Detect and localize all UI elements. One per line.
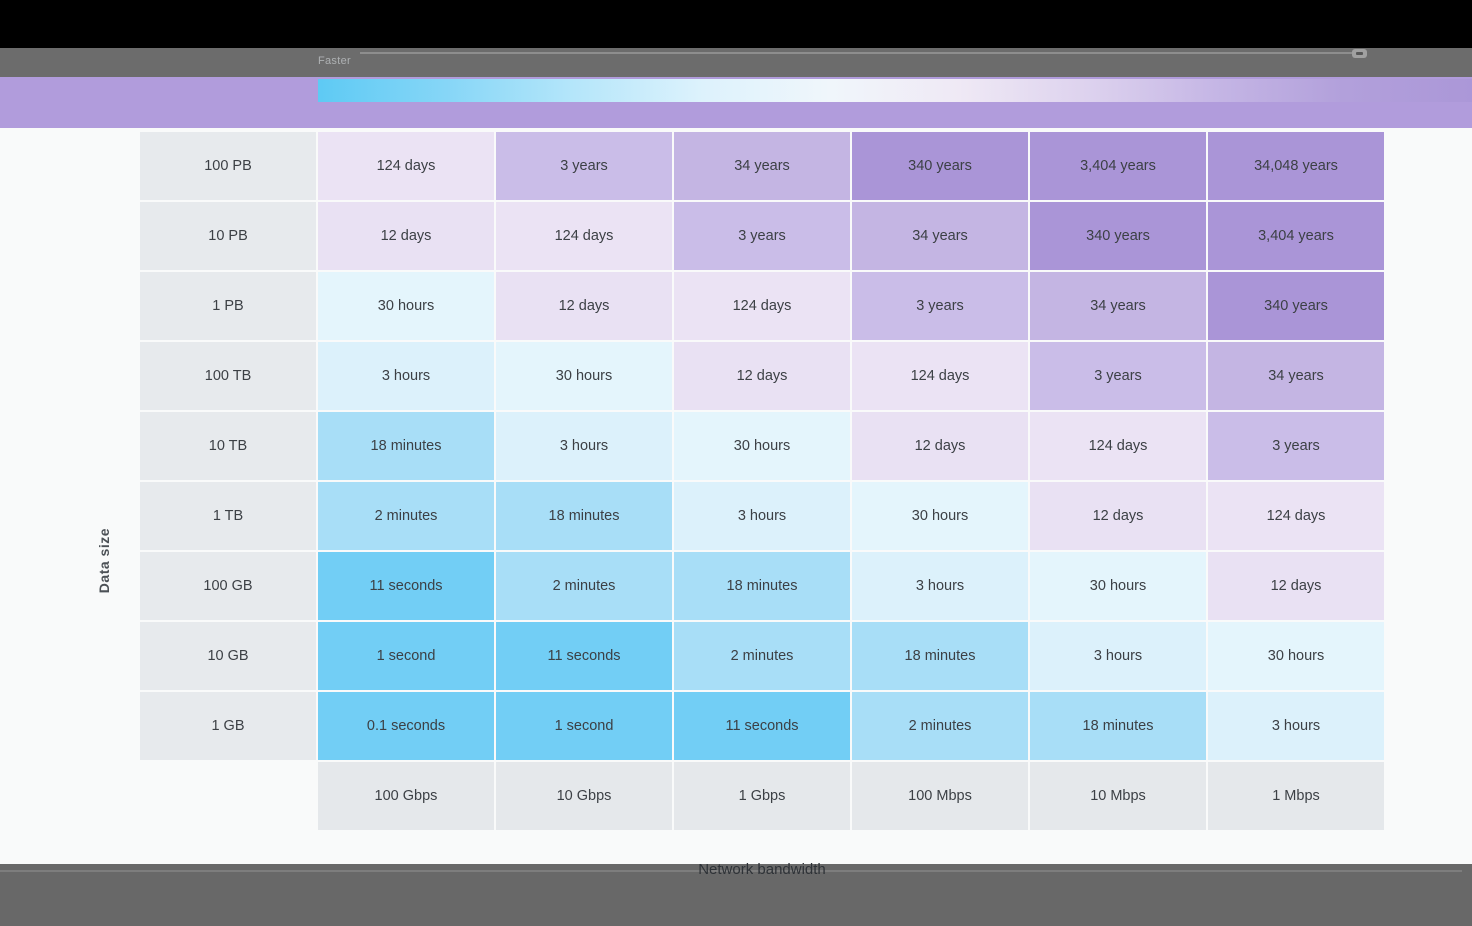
row-header-cell: 1 PB <box>140 272 316 340</box>
heatmap-cell: 11 seconds <box>496 622 672 690</box>
heatmap-cell: 3,404 years <box>1030 132 1206 200</box>
heatmap-cell: 12 days <box>318 202 494 270</box>
heatmap-cell: 12 days <box>1208 552 1384 620</box>
toolbar-bar: Faster <box>0 48 1472 77</box>
speed-header-cell: 1 Mbps <box>1208 762 1384 830</box>
heatmap-cell: 0.1 seconds <box>318 692 494 760</box>
heatmap-cell: 34 years <box>1208 342 1384 410</box>
heatmap-cell: 2 minutes <box>852 692 1028 760</box>
speed-header-cell: 10 Mbps <box>1030 762 1206 830</box>
chart-area: Data size 100 PB 124 days 3 years 34 years 3… <box>0 128 1472 864</box>
heatmap-cell: 124 days <box>1030 412 1206 480</box>
heatmap-cell: 3 hours <box>674 482 850 550</box>
top-letterbox-bar <box>0 0 1472 48</box>
heatmap-cell: 124 days <box>674 272 850 340</box>
row-header-cell: 100 TB <box>140 342 316 410</box>
heatmap-cell: 340 years <box>1030 202 1206 270</box>
y-axis-label: Data size <box>96 528 112 594</box>
heatmap-cell: 2 minutes <box>496 552 672 620</box>
legend-direction-label: Faster <box>318 55 351 67</box>
speed-header-cell: 1 Gbps <box>674 762 850 830</box>
heatmap-cell: 18 minutes <box>496 482 672 550</box>
row-header-cell: 100 GB <box>140 552 316 620</box>
track-handle-icon[interactable] <box>1352 49 1367 58</box>
corner-cell <box>140 762 316 830</box>
heatmap-cell: 30 hours <box>852 482 1028 550</box>
row-header-cell: 10 TB <box>140 412 316 480</box>
heatmap-cell: 34,048 years <box>1208 132 1384 200</box>
heatmap-cell: 1 second <box>318 622 494 690</box>
heatmap-cell: 30 hours <box>674 412 850 480</box>
heatmap-cell: 3 years <box>852 272 1028 340</box>
heatmap-cell: 3 hours <box>852 552 1028 620</box>
heatmap-cell: 18 minutes <box>318 412 494 480</box>
heatmap-cell: 340 years <box>852 132 1028 200</box>
time-scale-gradient-legend <box>318 79 1472 102</box>
heatmap-cell: 3 hours <box>496 412 672 480</box>
heatmap-grid: 100 PB 124 days 3 years 34 years 340 years 3,… <box>140 132 1384 830</box>
speed-header-cell: 100 Mbps <box>852 762 1028 830</box>
heatmap-cell: 30 hours <box>1030 552 1206 620</box>
heatmap-cell: 3 years <box>674 202 850 270</box>
accent-band <box>0 77 1472 128</box>
bottom-status-bar: Network bandwidth <box>0 861 1472 926</box>
row-header-cell: 1 GB <box>140 692 316 760</box>
heatmap-cell: 124 days <box>496 202 672 270</box>
row-header-cell: 10 PB <box>140 202 316 270</box>
bottom-track-line[interactable] <box>0 870 1462 872</box>
heatmap-cell: 11 seconds <box>674 692 850 760</box>
heatmap-cell: 18 minutes <box>1030 692 1206 760</box>
heatmap-cell: 12 days <box>674 342 850 410</box>
heatmap-cell: 2 minutes <box>318 482 494 550</box>
heatmap-cell: 12 days <box>496 272 672 340</box>
x-axis-label: Network bandwidth <box>698 861 826 878</box>
heatmap-cell: 2 minutes <box>674 622 850 690</box>
row-header-cell: 1 TB <box>140 482 316 550</box>
row-header-cell: 10 GB <box>140 622 316 690</box>
heatmap-cell: 18 minutes <box>852 622 1028 690</box>
heatmap-cell: 11 seconds <box>318 552 494 620</box>
heatmap-cell: 30 hours <box>496 342 672 410</box>
heatmap-cell: 30 hours <box>1208 622 1384 690</box>
heatmap-cell: 3,404 years <box>1208 202 1384 270</box>
heatmap-cell: 3 years <box>1208 412 1384 480</box>
heatmap-cell: 12 days <box>852 412 1028 480</box>
heatmap-cell: 34 years <box>674 132 850 200</box>
heatmap-cell: 30 hours <box>318 272 494 340</box>
legend-direction-line[interactable] <box>360 52 1352 54</box>
heatmap-cell: 3 years <box>496 132 672 200</box>
heatmap-cell: 34 years <box>852 202 1028 270</box>
speed-header-cell: 100 Gbps <box>318 762 494 830</box>
row-header-cell: 100 PB <box>140 132 316 200</box>
heatmap-cell: 340 years <box>1208 272 1384 340</box>
heatmap-cell: 124 days <box>852 342 1028 410</box>
heatmap-cell: 12 days <box>1030 482 1206 550</box>
heatmap-cell: 34 years <box>1030 272 1206 340</box>
heatmap-cell: 18 minutes <box>674 552 850 620</box>
heatmap-cell: 124 days <box>1208 482 1384 550</box>
heatmap-cell: 1 second <box>496 692 672 760</box>
heatmap-cell: 124 days <box>318 132 494 200</box>
heatmap-cell: 3 hours <box>318 342 494 410</box>
heatmap-cell: 3 hours <box>1208 692 1384 760</box>
heatmap-cell: 3 years <box>1030 342 1206 410</box>
speed-header-cell: 10 Gbps <box>496 762 672 830</box>
heatmap-cell: 3 hours <box>1030 622 1206 690</box>
